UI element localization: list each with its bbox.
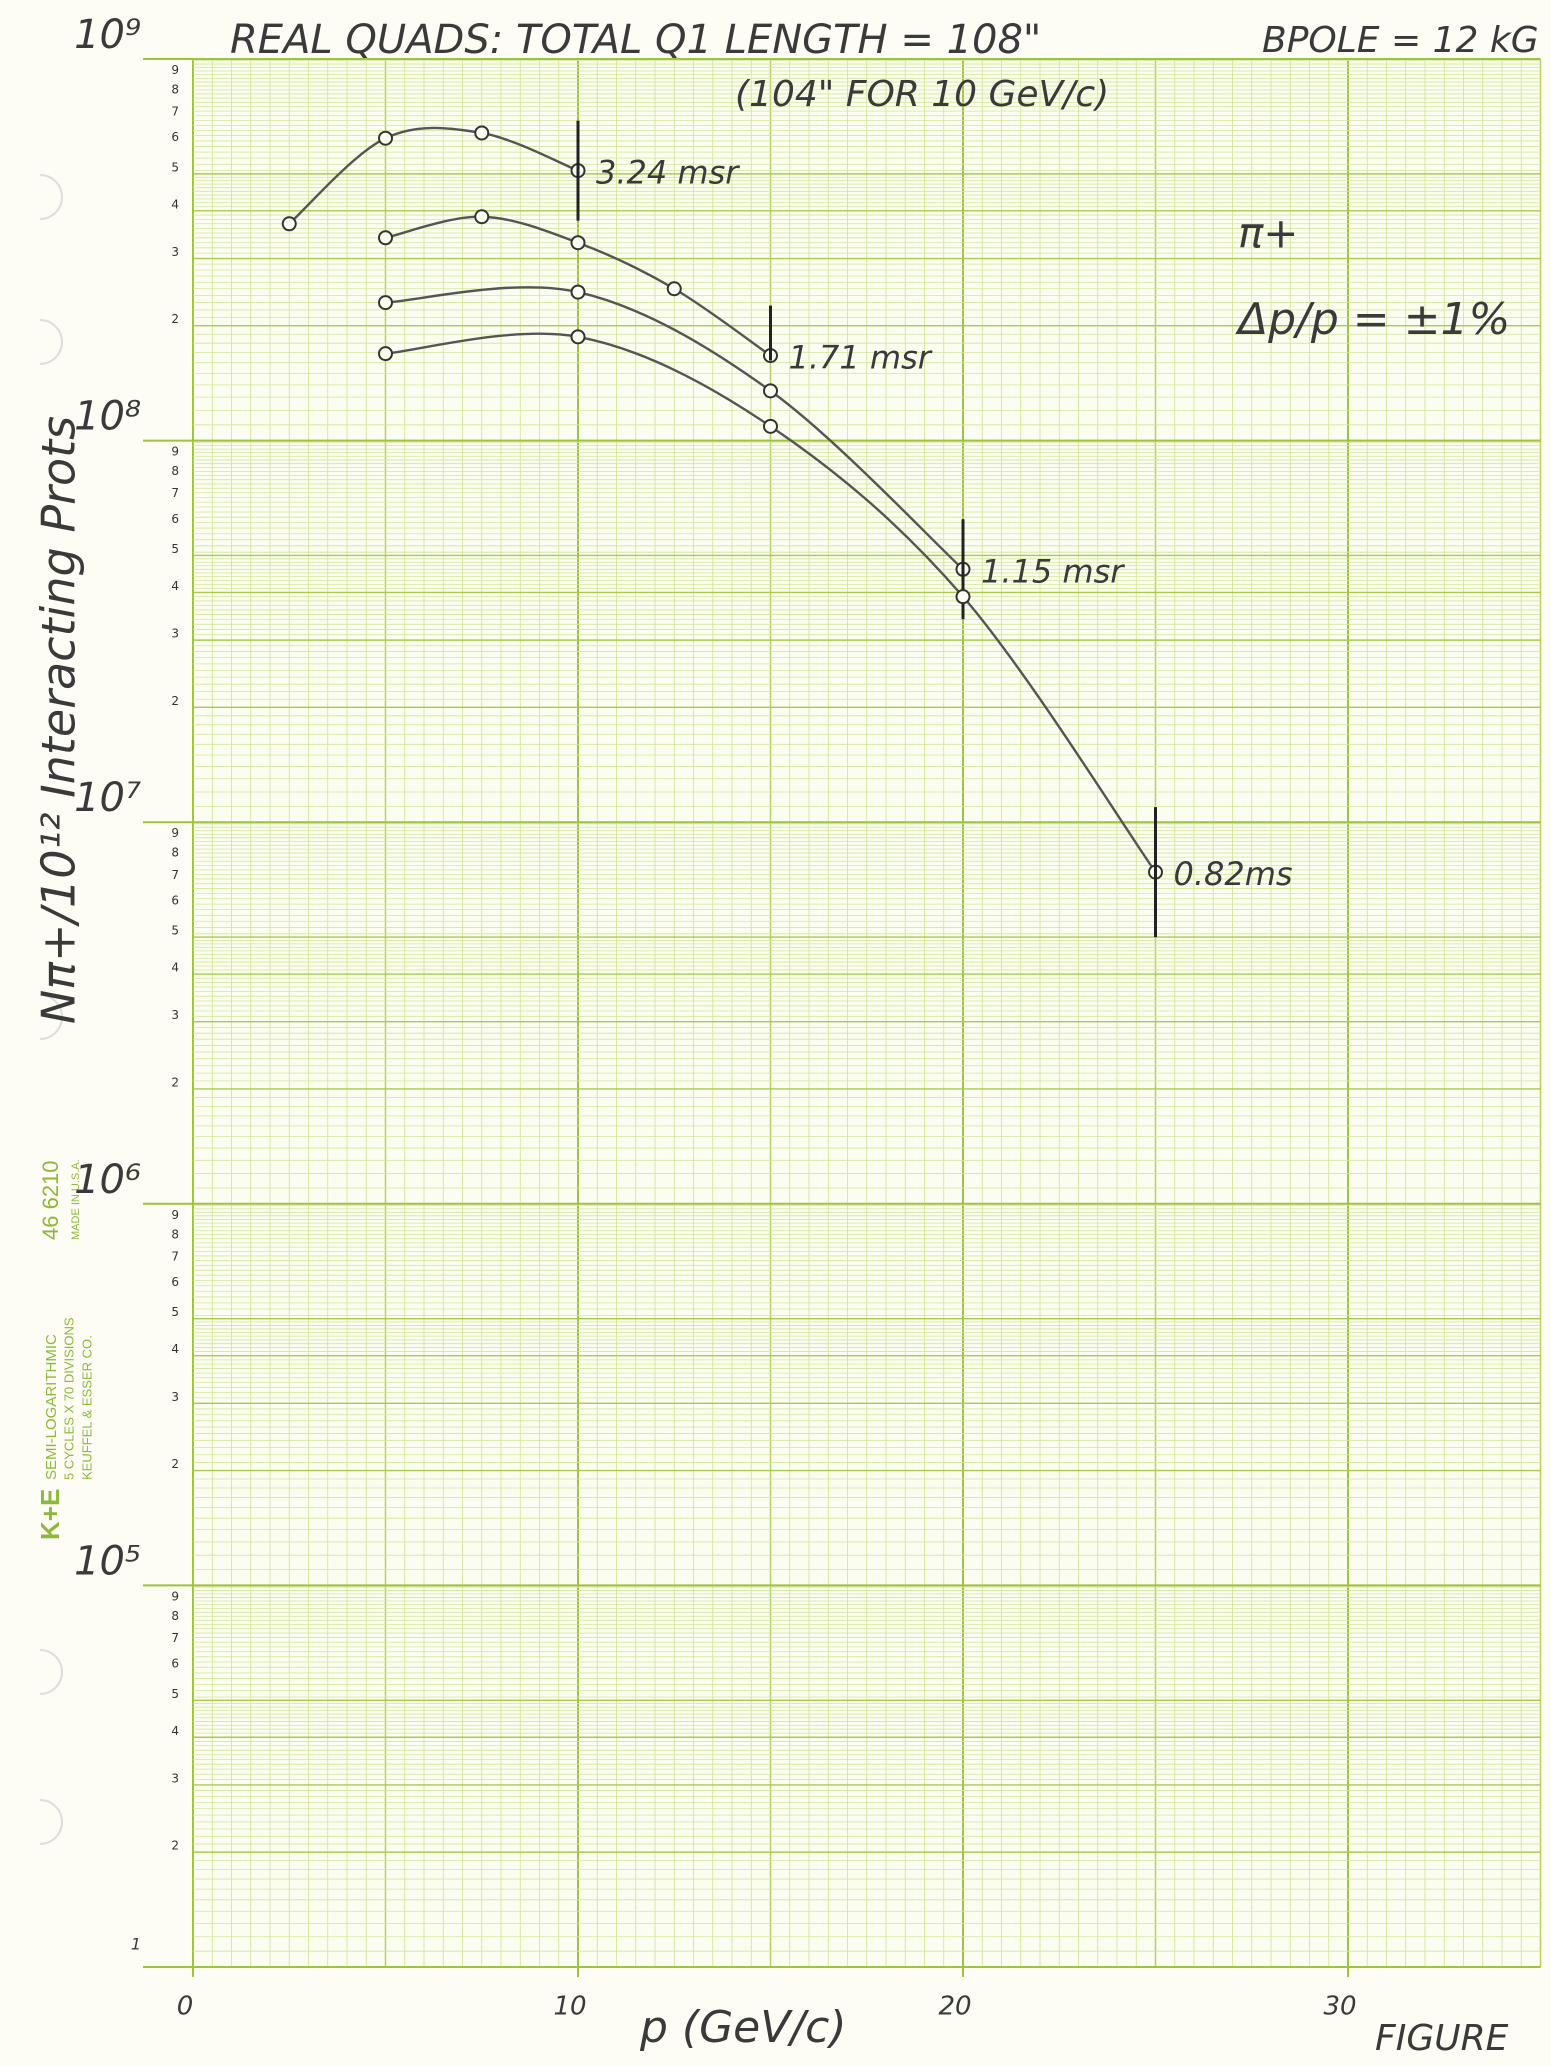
- paper-name: SEMI-LOGARITHMIC: [43, 1334, 60, 1480]
- curve-annotation: 0.82ms: [1174, 855, 1293, 893]
- paper-digit: 2: [171, 1839, 179, 1853]
- title: REAL QUADS: TOTAL Q1 LENGTH = 108": [230, 17, 1041, 63]
- curve-annotation: 1.71 msr: [789, 339, 933, 377]
- y-axis-label: Nπ+/10¹² Interacting Prots: [32, 416, 86, 1024]
- data-point: [957, 590, 970, 603]
- paper-digit: 6: [171, 1275, 179, 1289]
- paper-digit: 7: [171, 868, 179, 882]
- paper-digit: 7: [171, 1631, 179, 1645]
- particle-note: π+: [1238, 209, 1298, 258]
- x-tick-label: 10: [553, 1992, 586, 2022]
- paper-digit: 9: [171, 1208, 179, 1222]
- paper-digit: 8: [171, 464, 179, 478]
- y-tick-label: 10⁹: [74, 12, 141, 58]
- data-point: [283, 217, 296, 230]
- paper-digit: 9: [171, 445, 179, 459]
- paper-digit: 9: [171, 826, 179, 840]
- paper-digit: 7: [171, 486, 179, 500]
- paper-digit: 8: [171, 846, 179, 860]
- paper-digit: 5: [171, 924, 179, 938]
- data-point: [572, 236, 585, 249]
- subtitle: (104" FOR 10 GeV/c): [735, 74, 1109, 115]
- x-tick-label: 30: [1323, 1992, 1356, 2022]
- data-point: [764, 420, 777, 433]
- field-note: BPOLE = 12 kG: [1262, 20, 1539, 61]
- paper-digit: 8: [171, 1609, 179, 1623]
- curve-annotation: 3.24 msr: [596, 154, 740, 192]
- data-point: [764, 384, 777, 397]
- paper-digit: 4: [171, 961, 179, 975]
- data-point: [668, 282, 681, 295]
- paper-digit: 6: [171, 893, 179, 907]
- resolution-note: Δp/p = ±1%: [1235, 294, 1510, 345]
- y-tick-label: 1: [131, 1935, 141, 1954]
- paper-digit: 5: [171, 1687, 179, 1701]
- data-point: [379, 296, 392, 309]
- paper-digit: 3: [171, 627, 179, 641]
- figure-label: FIGURE: [1375, 2018, 1509, 2059]
- paper-digit: 3: [171, 1008, 179, 1022]
- paper-digit: 5: [171, 1305, 179, 1319]
- paper-digit: 6: [171, 1657, 179, 1671]
- paper-digit: 7: [171, 105, 179, 119]
- paper-digit: 8: [171, 1227, 179, 1241]
- paper-imprint: K+E SEMI-LOGARITHMIC 5 CYCLES X 70 DIVIS…: [35, 1159, 95, 1540]
- paper-digit: 9: [171, 1589, 179, 1603]
- paper-digit: 6: [171, 130, 179, 144]
- data-point: [379, 132, 392, 145]
- paper-maker: KEUFFEL & ESSER CO.: [79, 1335, 94, 1480]
- paper-digit: 4: [171, 197, 179, 211]
- x-tick-label: 20: [938, 1992, 971, 2022]
- y-tick-label: 10⁵: [74, 1538, 141, 1584]
- paper-number: 46 6210: [38, 1160, 63, 1240]
- paper-digit: 6: [171, 512, 179, 526]
- data-point: [379, 347, 392, 360]
- y-tick-label: 10⁸: [74, 394, 141, 440]
- paper-digit: 4: [171, 1342, 179, 1356]
- paper-digit: 4: [171, 1724, 179, 1738]
- data-point: [572, 286, 585, 299]
- paper-divisions: 5 CYCLES X 70 DIVISIONS: [61, 1317, 76, 1480]
- data-point: [475, 126, 488, 139]
- data-point: [475, 210, 488, 223]
- paper-digit: 8: [171, 82, 179, 96]
- paper-digit: 3: [171, 1390, 179, 1404]
- y-tick-label: 10⁶: [74, 1157, 141, 1203]
- paper-digit: 9: [171, 63, 179, 77]
- paper-digit: 2: [171, 312, 179, 326]
- x-axis-label: p (GeV/c): [639, 2002, 847, 2053]
- paper-brand: K+E: [35, 1489, 65, 1540]
- paper-digit: 5: [171, 160, 179, 174]
- chart: 2 3 4 5 6 7 8 9 2 3 4 5 6 7 8 9 2 3 4 5 6 7 8 9 2 3 4 5 6 7 8 9 2 3 4 5 6 7 8 9…: [0, 0, 1551, 2066]
- x-tick-label: 0: [177, 1992, 194, 2022]
- data-point: [572, 330, 585, 343]
- paper-digit: 5: [171, 542, 179, 556]
- paper-digit: 4: [171, 579, 179, 593]
- paper-digit: 2: [171, 1075, 179, 1089]
- paper-digit: 7: [171, 1249, 179, 1263]
- paper-digit: 3: [171, 1771, 179, 1785]
- paper-digit: 2: [171, 1457, 179, 1471]
- paper-digit: 3: [171, 245, 179, 259]
- paper-digit: 2: [171, 694, 179, 708]
- curve-annotation: 1.15 msr: [981, 552, 1125, 590]
- data-point: [379, 231, 392, 244]
- y-tick-label: 10⁷: [74, 775, 141, 821]
